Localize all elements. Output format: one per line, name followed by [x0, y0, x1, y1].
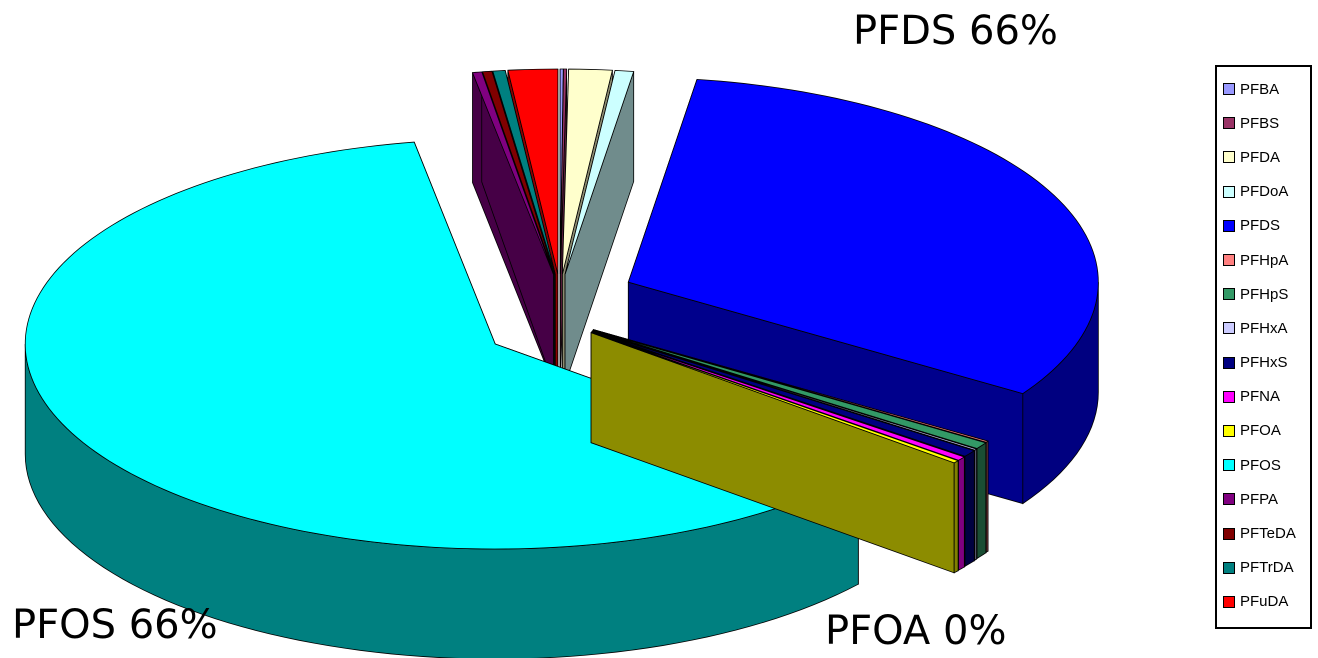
- legend-item-pfhxa: PFHxA: [1217, 311, 1310, 345]
- slice-pfbs: [559, 68, 568, 385]
- legend-label: PFBS: [1240, 114, 1280, 132]
- legend-swatch: [1223, 424, 1235, 437]
- legend-item-pfoa: PFOA: [1217, 414, 1310, 448]
- legend-swatch: [1223, 595, 1235, 608]
- legend-item-pfhps: PFHpS: [1217, 277, 1310, 311]
- slice-top: [591, 331, 966, 461]
- legend-label: PFDS: [1240, 217, 1281, 235]
- slice-top: [561, 68, 613, 275]
- legend-item-pfda: PFDA: [1217, 140, 1310, 174]
- legend-label: PFNA: [1240, 388, 1281, 406]
- legend-label: PFPA: [1240, 490, 1279, 508]
- legend-swatch: [1223, 561, 1235, 574]
- slice-top: [564, 70, 635, 275]
- slice-rim: [985, 440, 989, 553]
- slice-rim: [976, 442, 987, 560]
- legend-item-pfos: PFOS: [1217, 448, 1310, 482]
- slice-top: [627, 78, 1099, 395]
- legend-label: PFHpA: [1240, 251, 1289, 269]
- legend-swatch: [1223, 83, 1235, 96]
- legend-item-pfuda: PFuDA: [1217, 585, 1310, 619]
- annotation-pfos: PFOS 66%: [12, 602, 218, 648]
- legend-label: PFHxS: [1240, 354, 1288, 372]
- pie-slices: [24, 68, 1099, 658]
- legend-swatch: [1223, 219, 1235, 232]
- slice-top: [507, 68, 559, 275]
- annotation-pfds: PFDS 66%: [853, 8, 1058, 54]
- legend-label: PFBA: [1240, 80, 1280, 98]
- legend-item-pfdoa: PFDoA: [1217, 175, 1310, 209]
- legend-swatch: [1223, 185, 1235, 198]
- slice-top: [593, 329, 989, 443]
- slice-top: [590, 332, 960, 464]
- legend-swatch: [1223, 390, 1235, 403]
- legend-item-pfds: PFDS: [1217, 209, 1310, 243]
- legend-swatch: [1223, 288, 1235, 301]
- annotation-pfoa: PFOA 0%: [825, 608, 1007, 654]
- legend-item-pfna: PFNA: [1217, 380, 1310, 414]
- slice-rim: [964, 450, 975, 567]
- slice-top: [481, 70, 555, 275]
- slice-pfoa: [590, 332, 960, 574]
- legend-item-pfhxs: PFHxS: [1217, 346, 1310, 380]
- legend-label: PFOA: [1240, 422, 1281, 440]
- legend-swatch: [1223, 459, 1235, 472]
- legend-item-pfbs: PFBS: [1217, 106, 1310, 140]
- slice-top: [592, 329, 987, 449]
- legend-swatch: [1223, 322, 1235, 335]
- legend-swatch: [1223, 356, 1235, 369]
- legend-label: PFOS: [1240, 456, 1281, 474]
- legend-swatch: [1223, 151, 1235, 164]
- legend-item-pfteda: PFTeDA: [1217, 516, 1310, 550]
- slice-top: [559, 68, 568, 275]
- legend-label: PFDoA: [1240, 183, 1289, 201]
- legend-label: PFTrDA: [1240, 559, 1294, 577]
- slice-top: [592, 331, 976, 457]
- legend-swatch: [1223, 254, 1235, 267]
- legend-item-pfba: PFBA: [1217, 72, 1310, 106]
- slice-top: [492, 70, 556, 275]
- slice-pfdoa: [564, 70, 635, 385]
- slice-pfpa: [471, 71, 554, 385]
- legend-label: PFDA: [1240, 148, 1281, 166]
- legend-label: PFHxA: [1240, 319, 1288, 337]
- slice-rim: [958, 456, 965, 571]
- legend-label: PFuDA: [1240, 593, 1289, 611]
- legend-label: PFHpS: [1240, 285, 1289, 303]
- legend-swatch: [1223, 527, 1235, 540]
- legend: PFBA PFBS PFDA PFDoA PFDS PFHpA PFHpS PFHxA PFHx…: [1215, 65, 1312, 629]
- legend-item-pfhpa: PFHpA: [1217, 243, 1310, 277]
- legend-swatch: [1223, 117, 1235, 130]
- slice-rim: [974, 448, 977, 561]
- legend-label: PFTeDA: [1240, 525, 1296, 543]
- legend-item-pftrda: PFTrDA: [1217, 551, 1310, 585]
- slice-top: [471, 71, 554, 275]
- slice-top: [592, 330, 978, 451]
- legend-swatch: [1223, 493, 1235, 506]
- slice-rim: [953, 460, 959, 574]
- legend-item-pfpa: PFPA: [1217, 482, 1310, 516]
- slice-pfds: [627, 78, 1099, 505]
